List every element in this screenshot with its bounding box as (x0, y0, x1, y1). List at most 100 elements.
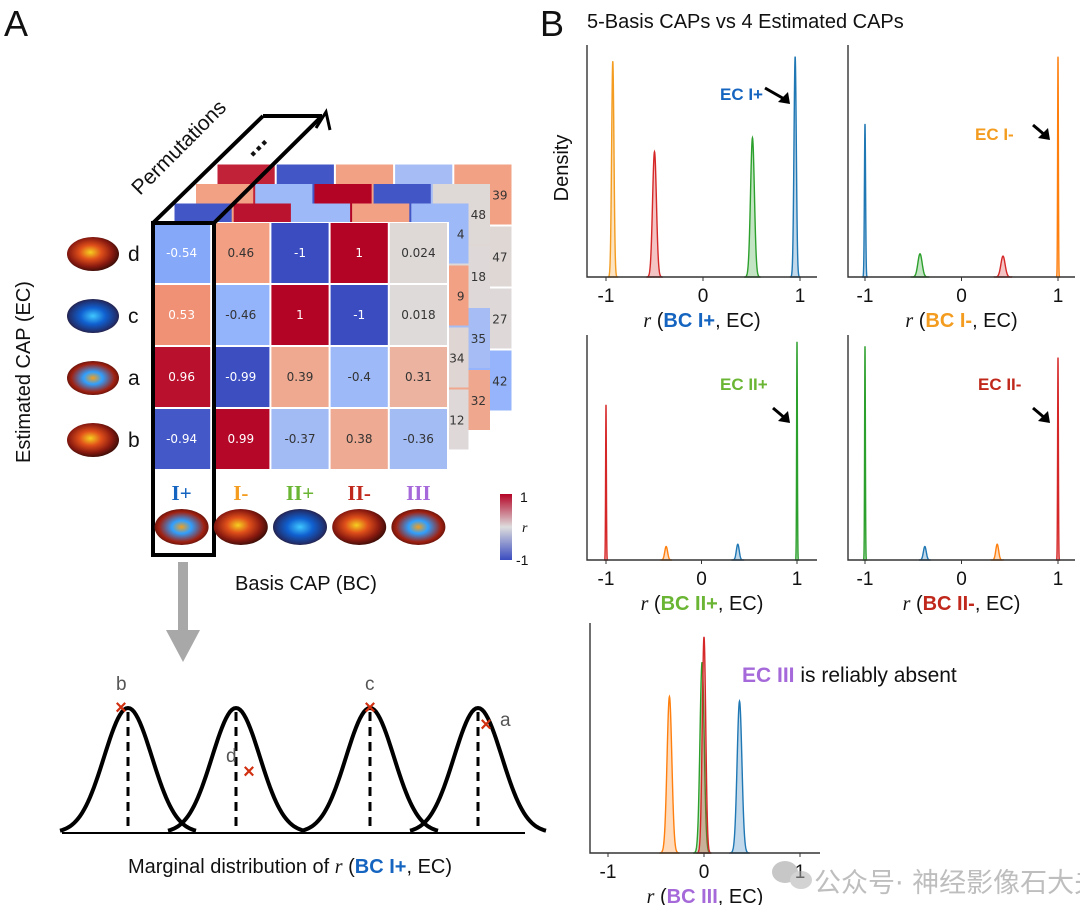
point-label: c (365, 674, 375, 695)
brain-image-ec-b (67, 423, 119, 457)
heatmap-cell: -0.99 (212, 347, 270, 407)
density-peak (603, 404, 609, 561)
back-cell-value: 42 (492, 375, 507, 389)
x-tick-label: -1 (598, 286, 615, 307)
x-tick-label: 0 (956, 286, 967, 307)
density-peak (993, 255, 1013, 278)
axes (586, 335, 817, 561)
heatmap-cell: -0.37 (271, 409, 329, 469)
density-plots: -1 0 1 r (BC I+, EC) EC I+ -1 0 1 r (BC I-, EC) E… (586, 45, 1075, 905)
heatmap-cell-value: 0.018 (401, 308, 435, 322)
arrow-icon (1032, 406, 1050, 423)
back-cell-value: 12 (449, 414, 464, 428)
heatmap-cell: -0.94 (153, 409, 211, 469)
heatmap-cell-value: 0.024 (401, 246, 435, 260)
heatmap-cell-value: 0.31 (405, 370, 432, 384)
back-cell-value: 35 (471, 332, 486, 346)
density-peak (910, 252, 930, 278)
row-labels: d c a b (67, 237, 140, 457)
heatmap-front: -0.54 0.46 -1 1 0.024 0.53 -0.46 1 -1 0.018 0.96 -0… (152, 222, 449, 471)
x-mark-icon: × (243, 761, 255, 783)
column-label: II+ (286, 481, 314, 505)
x-axis-label: r (BC I-, EC) (905, 310, 1017, 332)
arrow-icon (772, 406, 790, 423)
colorbar-var: r (522, 521, 528, 536)
axes (586, 45, 817, 278)
back-cell-value: 18 (471, 270, 486, 284)
permutations-label: Permutations (127, 96, 231, 200)
x-mark-icon: × (115, 697, 127, 719)
column-label: II- (348, 481, 371, 505)
row-label: a (128, 367, 140, 390)
back-cell-value: 48 (471, 208, 486, 222)
heatmap-cell: 0.31 (389, 347, 447, 407)
y-axis-label-density: Density (551, 135, 573, 202)
heatmap-cell: 1 (271, 285, 329, 345)
x-tick-label: -1 (598, 569, 615, 590)
x-tick-label: -1 (857, 286, 874, 307)
marginal-curve (59, 705, 197, 833)
heatmap-cell-value: -0.46 (225, 308, 256, 322)
heatmap-cell-value: -0.36 (403, 432, 434, 446)
density-peak (1055, 56, 1061, 278)
heatmap-cell: 0.024 (389, 223, 447, 283)
density-peak (744, 135, 761, 278)
axes (847, 335, 1075, 561)
back-cell-value: 39 (492, 189, 507, 203)
ellipsis: ... (234, 124, 272, 162)
density-peak (990, 543, 1005, 561)
density-peak (660, 545, 672, 561)
column-label: I+ (172, 481, 192, 505)
density-plot-2: -1 0 1 r (BC I-, EC) EC I- (847, 45, 1075, 332)
heatmap-cell-value: 1 (355, 246, 363, 260)
heatmap-cell: 0.99 (212, 409, 270, 469)
permutation-arrow-icon (314, 108, 332, 131)
x-tick-label: 0 (699, 862, 710, 883)
heatmap-cell-value: -0.4 (347, 370, 370, 384)
colorbar-min: -1 (516, 552, 529, 568)
down-arrow-icon (166, 562, 200, 662)
row-label: c (128, 305, 139, 328)
density-plot-1: -1 0 1 r (BC I+, EC) EC I+ (586, 45, 817, 332)
density-peak (731, 543, 745, 561)
heatmap-cell-value: -1 (294, 246, 306, 260)
heatmap-cell-value: 0.96 (168, 370, 195, 384)
heatmap-cell: 0.39 (271, 347, 329, 407)
row-label: b (128, 429, 140, 452)
x-tick-label: 1 (1053, 569, 1064, 590)
back-cell-value: 47 (492, 251, 507, 265)
heatmap-cell: 1 (330, 223, 388, 283)
annotation: EC II- (978, 375, 1021, 394)
x-tick-label: 0 (956, 569, 967, 590)
heatmap-cell-value: -1 (353, 308, 365, 322)
heatmap-cell: -1 (330, 285, 388, 345)
x-mark-icon: × (364, 697, 376, 719)
point-label: d (226, 746, 237, 767)
x-axis-label: r (BC II-, EC) (903, 593, 1021, 615)
annotation: EC III is reliably absent (742, 664, 957, 687)
density-peak (789, 56, 801, 278)
density-peak (794, 341, 800, 561)
x-axis-label: r (BC III, EC) (647, 886, 764, 905)
heatmap-cell-value: -0.94 (166, 432, 197, 446)
marginal-caption: Marginal distribution of r (BC I+, EC) (128, 856, 452, 878)
x-axis-label: r (BC II+, EC) (641, 593, 764, 615)
wechat-icon (772, 861, 812, 889)
density-peak (1055, 357, 1061, 561)
heatmap-cell-value: 0.99 (227, 432, 254, 446)
arrow-icon (764, 86, 790, 104)
density-peak (918, 545, 931, 561)
density-plot-4: -1 0 1 r (BC II-, EC) EC II- (847, 335, 1075, 615)
heatmap-cell: 0.018 (389, 285, 447, 345)
marginal-curve (167, 705, 305, 833)
point-label: b (116, 674, 127, 695)
brain-image-ec-d (67, 237, 119, 271)
x-tick-label: 0 (696, 569, 707, 590)
density-peak (607, 61, 619, 278)
density-peak (862, 346, 868, 561)
back-cell-value: 27 (492, 313, 507, 327)
heatmap-cell: -0.36 (389, 409, 447, 469)
column-label: III (406, 481, 431, 505)
